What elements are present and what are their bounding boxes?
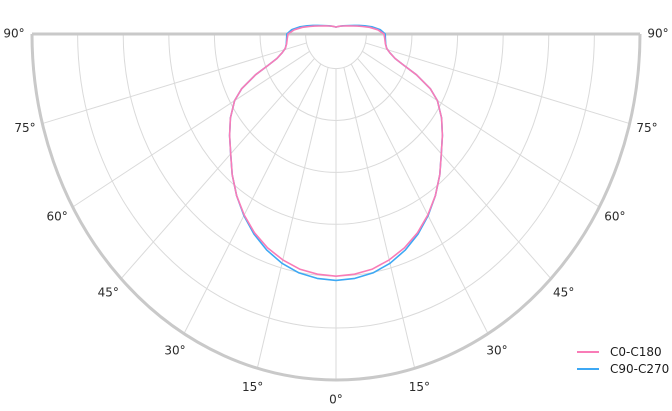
angle-label: 60° [604,210,625,224]
grid-spoke [256,67,329,369]
legend-swatch-c90-c270 [577,368,599,370]
angle-label: 90° [3,27,24,41]
legend-swatch-c0-c180 [577,351,599,353]
legend-item-c0-c180: C0-C180 [577,345,669,359]
curve-c0-c180 [228,25,444,277]
grid-spoke [350,63,489,334]
angle-label: 0° [329,393,343,407]
legend-label: C90-C270 [610,362,670,376]
grid-ring [305,33,367,70]
legend: C0-C180 C90-C270 [577,345,669,376]
angle-label: 15° [242,380,263,394]
curve-c90-c270 [228,24,444,282]
chart-border-arc [30,33,642,382]
grid-spoke [362,50,600,208]
grid-spoke [72,50,310,208]
angle-label: 45° [553,285,574,299]
legend-item-c90-c270: C90-C270 [577,362,669,376]
angle-label: 60° [46,210,67,224]
angle-label: 30° [486,343,507,357]
angle-label: 90° [647,27,668,41]
angle-label: 75° [14,121,35,135]
angle-label: 30° [164,343,185,357]
grid-spoke [357,58,552,279]
angle-label: 15° [409,380,430,394]
angle-label: 45° [98,285,119,299]
grid-spoke [42,42,307,125]
angle-label: 75° [636,121,657,135]
grid-spoke [183,63,322,334]
grid-spoke [343,67,416,369]
legend-label: C0-C180 [610,345,662,359]
grid-spoke [120,58,315,279]
grid-spoke [365,42,630,125]
